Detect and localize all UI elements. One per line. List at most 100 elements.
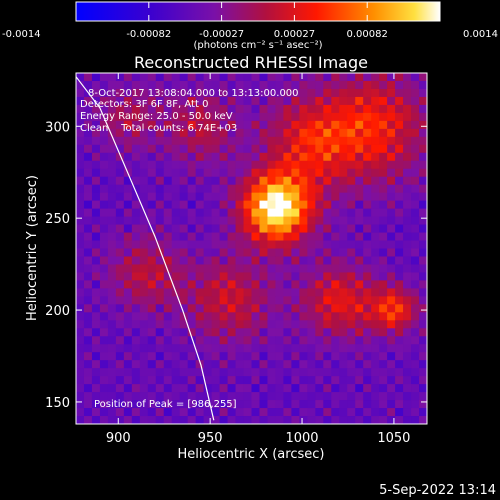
heatmap-cell <box>411 152 420 162</box>
heatmap-cell <box>339 192 348 202</box>
heatmap-cell <box>259 232 268 241</box>
heatmap-cell <box>331 376 340 385</box>
heatmap-cell <box>363 400 372 409</box>
heatmap-cell <box>99 208 109 217</box>
heatmap-cell <box>187 216 197 225</box>
heatmap-cell <box>411 112 420 122</box>
heatmap-cell <box>395 176 404 186</box>
heatmap-cell <box>259 208 268 217</box>
heatmap-cell <box>76 304 85 313</box>
heatmap-cell <box>267 376 276 385</box>
heatmap-cell <box>267 304 276 313</box>
annotation-time-range: 8-Oct-2017 13:08:04.000 to 13:13:00.000 <box>88 88 299 99</box>
heatmap-cell <box>291 208 300 217</box>
heatmap-cell <box>99 288 109 297</box>
heatmap-cell <box>323 73 332 82</box>
heatmap-cell <box>395 296 404 305</box>
heatmap-cell <box>211 408 220 417</box>
heatmap-cell <box>235 336 244 345</box>
heatmap-cell <box>355 216 364 225</box>
heatmap-cell <box>355 232 364 241</box>
heatmap-cell <box>283 344 292 353</box>
heatmap-cell <box>155 256 165 265</box>
heatmap-cell <box>227 392 236 401</box>
heatmap-cell <box>299 352 308 361</box>
heatmap-cell <box>123 96 133 106</box>
heatmap-cell <box>76 368 85 377</box>
heatmap-cell <box>163 208 173 217</box>
heatmap-cell <box>387 384 396 393</box>
heatmap-cell <box>76 216 85 225</box>
heatmap-cell <box>363 120 372 130</box>
heatmap-cell <box>259 264 268 273</box>
heatmap-cell <box>419 192 427 202</box>
heatmap-cell <box>387 208 396 217</box>
heatmap-cell <box>379 256 388 265</box>
heatmap-cell <box>299 320 308 329</box>
heatmap-cell <box>315 144 324 154</box>
heatmap-cell <box>107 264 117 273</box>
heatmap-cell <box>147 112 157 122</box>
heatmap-cell <box>179 128 189 138</box>
heatmap-cell <box>155 200 165 210</box>
heatmap-cell <box>147 296 157 305</box>
heatmap-cell <box>155 208 165 217</box>
heatmap-cell <box>131 296 141 305</box>
heatmap-cell <box>259 136 268 146</box>
heatmap-cell <box>163 240 173 249</box>
heatmap-cell <box>123 184 133 194</box>
colorbar: -0.0014 -0.00082 -0.00027 0.00027 0.00082 0.0… <box>2 1 498 51</box>
heatmap-cell <box>371 264 380 273</box>
heatmap-cell <box>235 120 244 130</box>
heatmap-cell <box>131 224 141 233</box>
heatmap-cell <box>107 416 117 424</box>
heatmap-cell <box>107 224 117 233</box>
heatmap-cell <box>107 176 117 186</box>
heatmap-cell <box>171 416 181 424</box>
heatmap-cell <box>163 320 173 329</box>
heatmap-cell <box>347 216 356 225</box>
heatmap-cell <box>371 328 380 337</box>
heatmap-cell <box>76 296 85 305</box>
heatmap-cell <box>395 312 404 321</box>
heatmap-cell <box>235 360 244 369</box>
heatmap-cell <box>323 168 332 178</box>
heatmap-cell <box>171 392 181 401</box>
heatmap-cell <box>179 152 189 162</box>
heatmap-cell <box>203 272 213 281</box>
heatmap-cell <box>179 184 189 194</box>
heatmap-cell <box>275 152 284 162</box>
heatmap-cell <box>243 320 252 329</box>
heatmap-cell <box>355 80 364 90</box>
heatmap-cell <box>171 160 181 170</box>
heatmap-cell <box>115 288 125 297</box>
heatmap-cell <box>299 264 308 273</box>
heatmap-cell <box>123 272 133 281</box>
heatmap-cell <box>235 73 244 82</box>
heatmap-cell <box>419 120 427 130</box>
x-axis: 900 950 1000 1050 <box>106 73 410 446</box>
heatmap-cell <box>283 408 292 417</box>
heatmap-cell <box>131 376 141 385</box>
heatmap-cell <box>387 104 396 114</box>
heatmap-cell <box>131 248 141 257</box>
heatmap-cell <box>147 104 157 114</box>
heatmap-cell <box>211 320 220 329</box>
heatmap-cell <box>411 280 420 289</box>
heatmap-cell <box>235 352 244 361</box>
heatmap-cell <box>379 136 388 146</box>
heatmap-cell <box>99 176 109 186</box>
heatmap-cell <box>123 360 133 369</box>
heatmap-cell <box>379 240 388 249</box>
heatmap-cell <box>123 192 133 202</box>
heatmap-cell <box>131 80 141 90</box>
heatmap-cell <box>291 152 300 162</box>
heatmap-cell <box>395 272 404 281</box>
heatmap-cell <box>179 384 189 393</box>
heatmap-cell <box>235 416 244 424</box>
heatmap-cell <box>267 344 276 353</box>
heatmap-cell <box>267 160 276 170</box>
heatmap-cell <box>267 112 276 122</box>
heatmap-cell <box>123 144 133 154</box>
x-axis-label: Heliocentric X (arcsec) <box>178 447 325 462</box>
